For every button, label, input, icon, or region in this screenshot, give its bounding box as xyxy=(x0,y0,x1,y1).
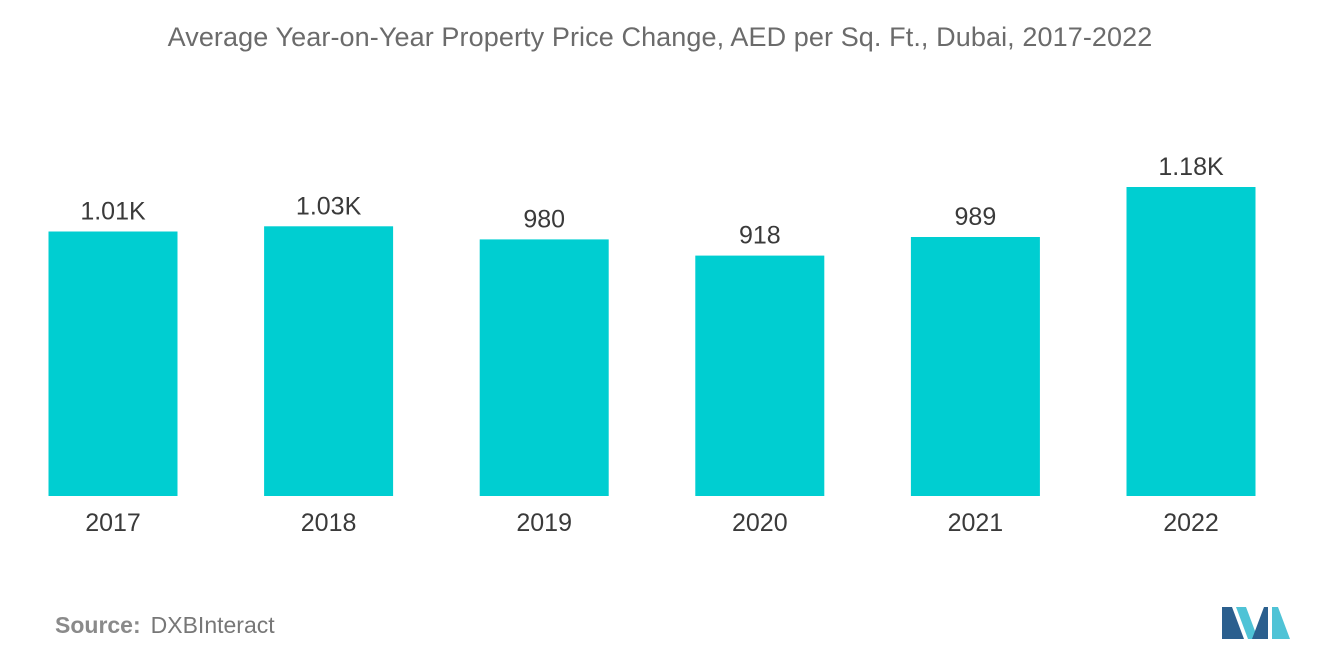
data-label-2018: 1.03K xyxy=(296,192,362,220)
x-tick-label-2017: 2017 xyxy=(85,509,141,537)
x-tick-label-2019: 2019 xyxy=(516,509,572,537)
data-label-2021: 989 xyxy=(955,203,997,231)
chart-title: Average Year-on-Year Property Price Chan… xyxy=(167,22,1153,52)
data-label-2017: 1.01K xyxy=(80,198,146,226)
mordor-intelligence-logo-icon xyxy=(1222,607,1290,639)
x-tick-label-2018: 2018 xyxy=(301,509,357,537)
x-tick-label-2021: 2021 xyxy=(948,509,1004,537)
bar-2017 xyxy=(48,231,178,496)
x-tick-label-2022: 2022 xyxy=(1163,509,1219,537)
bar-2022 xyxy=(1126,187,1256,496)
bar-2020 xyxy=(695,255,825,496)
source-label: Source: xyxy=(55,612,141,638)
bar-2019 xyxy=(479,239,609,496)
data-label-2019: 980 xyxy=(523,205,565,233)
bar-2021 xyxy=(910,237,1040,496)
bar-2018 xyxy=(264,226,394,497)
data-label-2020: 918 xyxy=(739,222,781,250)
data-label-2022: 1.18K xyxy=(1158,153,1224,181)
source-note: Source: DXBInteract xyxy=(55,612,275,639)
source-value: DXBInteract xyxy=(150,612,275,638)
bar-chart: 1.01K 2017 1.03K 2018 980 2019 918 2020 989 2021 1… xyxy=(48,153,1256,537)
x-tick-label-2020: 2020 xyxy=(732,509,788,537)
